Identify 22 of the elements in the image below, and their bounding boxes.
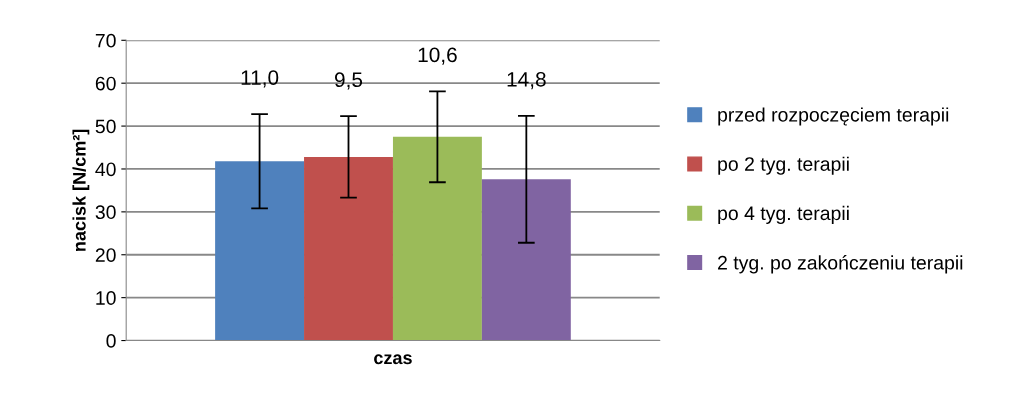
legend-label: przed rozpoczęciem terapii [718,107,949,126]
y-tick-label: 0 [106,334,116,348]
bar [481,179,571,341]
annotation: 9,5 [335,72,363,90]
annotation: 14,8 [507,71,546,90]
annotation: 11,0 [241,70,279,88]
legend-label: 2 tyg. po zakończeniu terapii [718,255,963,274]
y-tick-label: 50 [95,119,116,134]
bar [304,156,393,341]
y-tick-label: 30 [95,205,116,220]
y-tick-label: 40 [95,162,116,177]
annotation: 10,6 [418,47,457,65]
legend-label: po 4 tyg. terapii [718,205,849,224]
legend-label: po 2 tyg. terapii [718,156,849,175]
y-tick-label: 20 [95,248,116,262]
y-tick-label: 60 [95,76,116,91]
x-axis-title: czas [374,354,412,365]
bar [392,136,482,341]
y-axis-title: nacisk [N/cm²] [72,129,90,251]
bar [215,161,305,341]
y-tick-label: 70 [95,33,116,48]
y-tick-label: 10 [96,291,116,305]
